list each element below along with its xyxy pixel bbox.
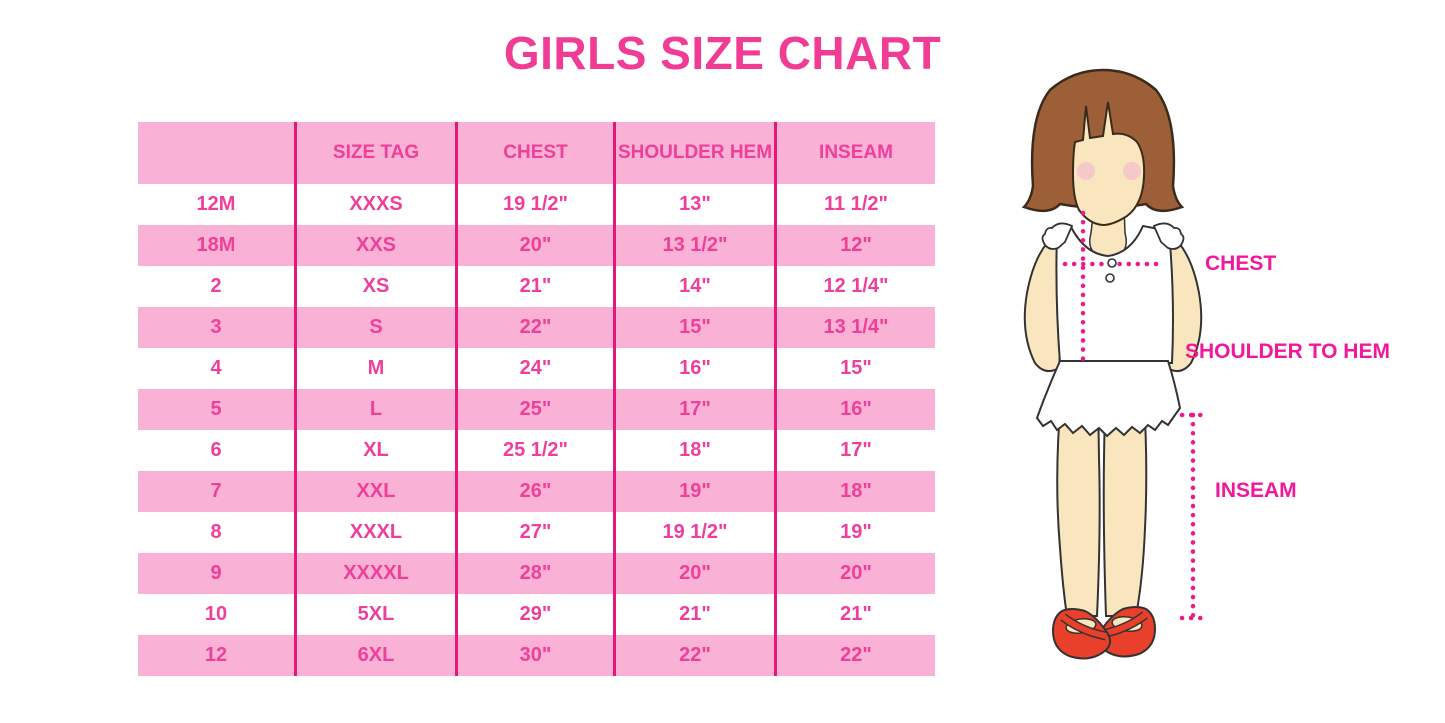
table-cell: 4 xyxy=(138,348,297,389)
table-cell: 11 1/2" xyxy=(777,184,935,225)
table-cell: 21" xyxy=(777,594,935,635)
shoulder-to-hem-measure-label: SHOULDER TO HEM xyxy=(1185,340,1390,363)
table-cell: 6 xyxy=(138,430,297,471)
table-cell: XL xyxy=(297,430,458,471)
left-shoulder-ruffle xyxy=(1041,222,1074,250)
table-cell: 19 1/2" xyxy=(458,184,616,225)
table-cell: 18M xyxy=(138,225,297,266)
table-cell: 19" xyxy=(777,512,935,553)
table-cell: 3 xyxy=(138,307,297,348)
table-cell: 12" xyxy=(777,225,935,266)
table-cell: 14" xyxy=(616,266,777,307)
table-cell: 19" xyxy=(616,471,777,512)
top-garment xyxy=(1055,224,1174,364)
right-shoulder-ruffle xyxy=(1152,222,1185,250)
size-table: SIZE TAG CHEST SHOULDER HEM INSEAM 12M XXXS 19… xyxy=(138,122,935,676)
table-cell: XS xyxy=(297,266,458,307)
table-cell: 27" xyxy=(458,512,616,553)
table-cell: M xyxy=(297,348,458,389)
table-cell: 15" xyxy=(777,348,935,389)
table-cell: 12 1/4" xyxy=(777,266,935,307)
chest-measure-label: CHEST xyxy=(1205,252,1277,275)
table-cell: 22" xyxy=(777,635,935,676)
table-header-cell: SIZE TAG xyxy=(297,122,458,184)
table-cell: 12 xyxy=(138,635,297,676)
left-shoe xyxy=(1051,608,1112,660)
table-cell: 7 xyxy=(138,471,297,512)
table-cell: 22" xyxy=(458,307,616,348)
table-cell: 16" xyxy=(616,348,777,389)
table-cell: 13" xyxy=(616,184,777,225)
table-cell: XXXS xyxy=(297,184,458,225)
left-leg xyxy=(1056,397,1101,617)
table-cell: 30" xyxy=(458,635,616,676)
table-header-cell: SHOULDER HEM xyxy=(616,122,777,184)
table-cell: 28" xyxy=(458,553,616,594)
table-cell: 25" xyxy=(458,389,616,430)
page-title: GIRLS SIZE CHART xyxy=(503,27,942,79)
table-cell: 8 xyxy=(138,512,297,553)
girl-illustration xyxy=(1021,68,1208,660)
table-cell: 29" xyxy=(458,594,616,635)
skirt xyxy=(1035,360,1182,438)
top-button-1 xyxy=(1107,258,1117,268)
face xyxy=(1071,101,1146,227)
table-cell: 2 xyxy=(138,266,297,307)
table-cell: 9 xyxy=(138,553,297,594)
table-cell: 26" xyxy=(458,471,616,512)
table-cell: 20" xyxy=(616,553,777,594)
table-cell: 10 xyxy=(138,594,297,635)
table-cell: 15" xyxy=(616,307,777,348)
table-cell: 19 1/2" xyxy=(616,512,777,553)
table-cell: XXXXL xyxy=(297,553,458,594)
table-cell: 13 1/4" xyxy=(777,307,935,348)
table-cell: L xyxy=(297,389,458,430)
top-button-2 xyxy=(1105,273,1115,283)
table-header-cell: INSEAM xyxy=(777,122,935,184)
table-header-cell: CHEST xyxy=(458,122,616,184)
table-cell: 16" xyxy=(777,389,935,430)
table-cell: XXL xyxy=(297,471,458,512)
table-cell: 17" xyxy=(616,389,777,430)
right-leg xyxy=(1102,397,1148,617)
table-cell: 25 1/2" xyxy=(458,430,616,471)
inseam-measure-label: INSEAM xyxy=(1215,479,1297,502)
table-cell: S xyxy=(297,307,458,348)
left-arm xyxy=(1023,231,1065,373)
table-header-cell xyxy=(138,122,297,184)
table-cell: 18" xyxy=(616,430,777,471)
table-cell: 20" xyxy=(777,553,935,594)
table-cell: 21" xyxy=(616,594,777,635)
table-cell: XXS xyxy=(297,225,458,266)
left-blush xyxy=(1077,162,1095,180)
right-blush xyxy=(1123,162,1141,180)
table-cell: 13 1/2" xyxy=(616,225,777,266)
table-cell: 22" xyxy=(616,635,777,676)
table-cell: 6XL xyxy=(297,635,458,676)
table-cell: 5XL xyxy=(297,594,458,635)
table-cell: 17" xyxy=(777,430,935,471)
table-cell: XXXL xyxy=(297,512,458,553)
table-cell: 20" xyxy=(458,225,616,266)
table-cell: 24" xyxy=(458,348,616,389)
table-cell: 5 xyxy=(138,389,297,430)
table-cell: 18" xyxy=(777,471,935,512)
table-cell: 21" xyxy=(458,266,616,307)
table-cell: 12M xyxy=(138,184,297,225)
